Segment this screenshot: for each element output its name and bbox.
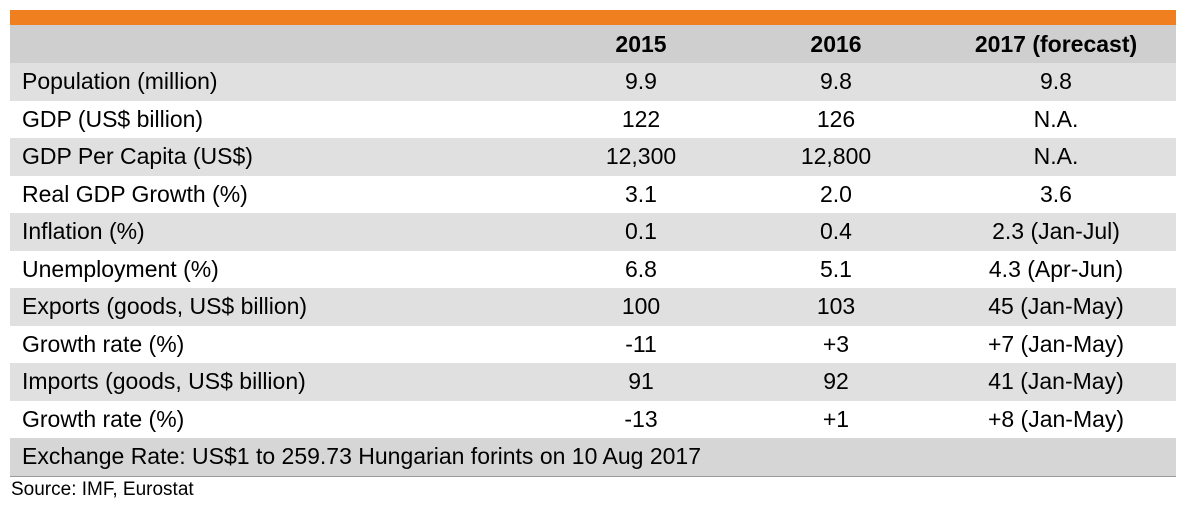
row-label: Exports (goods, US$ billion) bbox=[10, 288, 546, 326]
value-cell: 2.3 (Jan-Jul) bbox=[936, 213, 1176, 251]
exchange-rate-row: Exchange Rate: US$1 to 259.73 Hungarian … bbox=[10, 438, 1176, 476]
source-note: Source: IMF, Eurostat bbox=[11, 479, 194, 500]
header-cell-2015: 2015 bbox=[546, 25, 736, 63]
table-body: Population (million) 9.9 9.8 9.8 GDP (US$ bi… bbox=[10, 63, 1176, 438]
value-cell: 3.6 bbox=[936, 175, 1176, 213]
value-cell: 103 bbox=[736, 288, 936, 326]
table-header-row: 2015 2016 2017 (forecast) bbox=[10, 25, 1176, 63]
table-row: Exports (goods, US$ billion) 100 103 45 (Ja… bbox=[10, 288, 1176, 326]
value-cell: N.A. bbox=[936, 100, 1176, 138]
table-row: GDP (US$ billion) 122 126 N.A. bbox=[10, 100, 1176, 138]
value-cell: +1 bbox=[736, 400, 936, 438]
value-cell: 122 bbox=[546, 100, 736, 138]
value-cell: 9.8 bbox=[736, 63, 936, 101]
value-cell: 126 bbox=[736, 100, 936, 138]
row-label: Unemployment (%) bbox=[10, 250, 546, 288]
row-label: Growth rate (%) bbox=[10, 400, 546, 438]
table-row: Growth rate (%) -11 +3 +7 (Jan-May) bbox=[10, 325, 1176, 363]
table-row: Inflation (%) 0.1 0.4 2.3 (Jan-Jul) bbox=[10, 213, 1176, 251]
row-label: Real GDP Growth (%) bbox=[10, 175, 546, 213]
orange-accent-bar bbox=[10, 10, 1176, 25]
header-cell-2017-forecast: 2017 (forecast) bbox=[936, 25, 1176, 63]
table-row: Growth rate (%) -13 +1 +8 (Jan-May) bbox=[10, 400, 1176, 438]
value-cell: 5.1 bbox=[736, 250, 936, 288]
economic-indicators-table: 2015 2016 2017 (forecast) Population (mi… bbox=[10, 25, 1176, 476]
value-cell: N.A. bbox=[936, 138, 1176, 176]
value-cell: 6.8 bbox=[546, 250, 736, 288]
value-cell: 9.9 bbox=[546, 63, 736, 101]
value-cell: +3 bbox=[736, 325, 936, 363]
value-cell: 9.8 bbox=[936, 63, 1176, 101]
value-cell: 12,800 bbox=[736, 138, 936, 176]
value-cell: 91 bbox=[546, 363, 736, 401]
table-row: Imports (goods, US$ billion) 91 92 41 (Jan-… bbox=[10, 363, 1176, 401]
value-cell: 4.3 (Apr-Jun) bbox=[936, 250, 1176, 288]
value-cell: 92 bbox=[736, 363, 936, 401]
value-cell: 2.0 bbox=[736, 175, 936, 213]
value-cell: 3.1 bbox=[546, 175, 736, 213]
table-row: Real GDP Growth (%) 3.1 2.0 3.6 bbox=[10, 175, 1176, 213]
value-cell: 12,300 bbox=[546, 138, 736, 176]
row-label: GDP (US$ billion) bbox=[10, 100, 546, 138]
value-cell: +8 (Jan-May) bbox=[936, 400, 1176, 438]
header-cell-2016: 2016 bbox=[736, 25, 936, 63]
header-cell-indicator bbox=[10, 25, 546, 63]
value-cell: 0.1 bbox=[546, 213, 736, 251]
value-cell: 0.4 bbox=[736, 213, 936, 251]
value-cell: 100 bbox=[546, 288, 736, 326]
table-row: GDP Per Capita (US$) 12,300 12,800 N.A. bbox=[10, 138, 1176, 176]
value-cell: +7 (Jan-May) bbox=[936, 325, 1176, 363]
row-label: Population (million) bbox=[10, 63, 546, 101]
exchange-rate-note: Exchange Rate: US$1 to 259.73 Hungarian … bbox=[10, 438, 1176, 476]
table-row: Population (million) 9.9 9.8 9.8 bbox=[10, 63, 1176, 101]
value-cell: -13 bbox=[546, 400, 736, 438]
value-cell: 41 (Jan-May) bbox=[936, 363, 1176, 401]
row-label: GDP Per Capita (US$) bbox=[10, 138, 546, 176]
row-label: Inflation (%) bbox=[10, 213, 546, 251]
table-bottom-rule bbox=[10, 475, 1176, 477]
row-label: Growth rate (%) bbox=[10, 325, 546, 363]
economic-indicators-table-container: 2015 2016 2017 (forecast) Population (mi… bbox=[10, 10, 1176, 477]
value-cell: -11 bbox=[546, 325, 736, 363]
table-row: Unemployment (%) 6.8 5.1 4.3 (Apr-Jun) bbox=[10, 250, 1176, 288]
value-cell: 45 (Jan-May) bbox=[936, 288, 1176, 326]
row-label: Imports (goods, US$ billion) bbox=[10, 363, 546, 401]
